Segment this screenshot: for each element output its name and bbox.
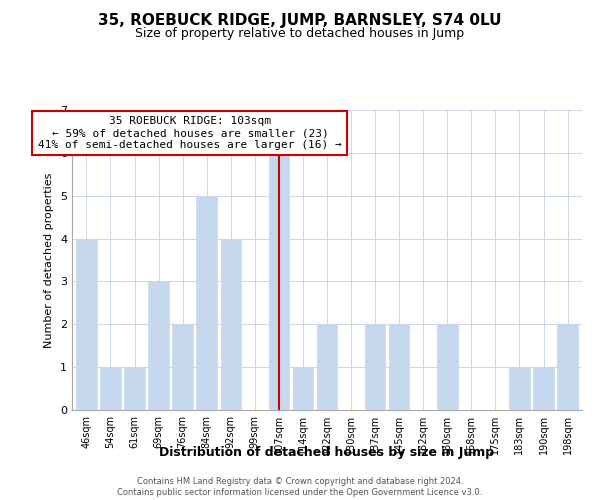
Bar xyxy=(293,367,313,410)
Bar xyxy=(100,367,121,410)
Bar xyxy=(557,324,578,410)
Bar xyxy=(437,324,458,410)
Text: 35 ROEBUCK RIDGE: 103sqm
← 59% of detached houses are smaller (23)
41% of semi-d: 35 ROEBUCK RIDGE: 103sqm ← 59% of detach… xyxy=(38,116,342,150)
Bar xyxy=(172,324,193,410)
Text: Distribution of detached houses by size in Jump: Distribution of detached houses by size … xyxy=(160,446,494,459)
Bar xyxy=(389,324,409,410)
Bar xyxy=(148,282,169,410)
Bar xyxy=(221,238,241,410)
Text: Contains HM Land Registry data © Crown copyright and database right 2024.: Contains HM Land Registry data © Crown c… xyxy=(137,476,463,486)
Text: Size of property relative to detached houses in Jump: Size of property relative to detached ho… xyxy=(136,28,464,40)
Bar xyxy=(533,367,554,410)
Bar xyxy=(269,153,289,410)
Bar xyxy=(196,196,217,410)
Bar xyxy=(124,367,145,410)
Bar xyxy=(365,324,385,410)
Bar xyxy=(76,238,97,410)
Bar xyxy=(509,367,530,410)
Y-axis label: Number of detached properties: Number of detached properties xyxy=(44,172,55,348)
Text: 35, ROEBUCK RIDGE, JUMP, BARNSLEY, S74 0LU: 35, ROEBUCK RIDGE, JUMP, BARNSLEY, S74 0… xyxy=(98,12,502,28)
Text: Contains public sector information licensed under the Open Government Licence v3: Contains public sector information licen… xyxy=(118,488,482,497)
Bar xyxy=(317,324,337,410)
